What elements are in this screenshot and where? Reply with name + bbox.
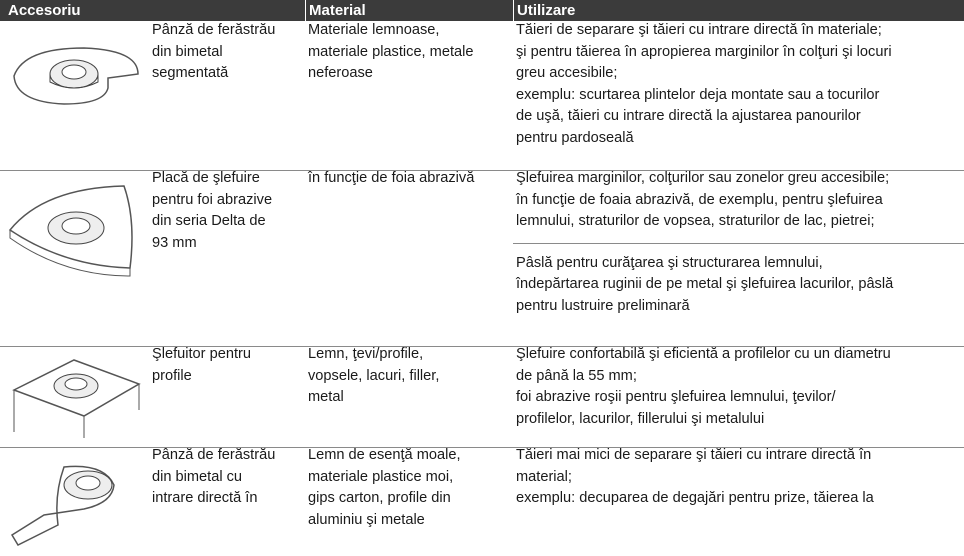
text-line: Pâslă pentru curăţarea şi structurarea l… [516, 254, 823, 271]
text-line: Pânză de ferăstrău [152, 22, 276, 38]
text-line: Şlefuire confortabilă şi eficientă a pro… [516, 346, 891, 362]
cell-text: Pânză de ferăstrău din bimetal cu intrare … [152, 445, 275, 510]
text-line: exemplu: decuparea de degajări pentru pr… [516, 490, 874, 507]
cell-text: Pânză de ferăstrău din bimetal segmentată [152, 20, 275, 85]
cell-text: Placă de şlefuire pentru foi abrazive din … [152, 168, 272, 254]
cell-text: Lemn de esenţă moale, materiale plastice … [308, 445, 461, 531]
text-line: de uşă, tăieri cu intrare directă la aju… [516, 108, 861, 125]
text-line: profile [152, 367, 192, 384]
header-separator [513, 0, 514, 21]
plunge-blade-icon [10, 465, 115, 546]
cell-text: în funcţie de foia abrazivă [308, 168, 474, 190]
cell-text: Lemn, ţevi/profile, vopsele, lacuri, fill… [308, 344, 439, 409]
text-line: materiale plastice, metale [308, 43, 474, 60]
text-line: aluminiu şi metale [308, 511, 425, 528]
text-line: intrare directă în [152, 490, 258, 507]
text-line: metal [308, 389, 344, 406]
text-line: foi abrazive roşii pentru şlefuirea lemn… [516, 389, 836, 406]
text-line: profilelor, lacurilor, fillerului şi met… [516, 410, 765, 427]
text-line: pentru pardoseală [516, 129, 634, 146]
text-line: în funcţie de foia abrazivă [308, 170, 475, 186]
text-line: gips carton, profile din [308, 490, 451, 507]
header-cell: Utilizare [517, 2, 576, 19]
header-cell: Material [309, 2, 366, 19]
header-cell: Accesoriu [8, 2, 81, 19]
text-line: exemplu: scurtarea plintelor deja montat… [516, 86, 880, 103]
text-line: Şlefuirea marginilor, colţurilor sau zon… [516, 170, 890, 186]
text-line: din bimetal cu [152, 468, 243, 485]
text-line: greu accesibile; [516, 65, 618, 82]
text-line: vopsele, lacuri, filler, [308, 367, 440, 384]
text-line: în funcţie de foaia abrazivă, de exemplu… [516, 191, 883, 208]
text-line: Lemn de esenţă moale, [308, 447, 461, 463]
text-line: Materiale lemnoase, [308, 22, 440, 38]
text-line: Tăieri de separare şi tăieri cu intrare … [516, 22, 882, 38]
text-line: pentru lustruire preliminară [516, 297, 690, 314]
cell-text: Şlefuirea marginilor, colţurilor sau zon… [516, 168, 889, 233]
text-line: segmentată [152, 65, 229, 82]
row-divider [0, 170, 964, 171]
text-line: pentru foi abrazive [152, 191, 273, 208]
cell-text: Şlefuitor pentru profile [152, 344, 251, 387]
text-line: Placă de şlefuire [152, 170, 260, 186]
text-line: Lemn, ţevi/profile, [308, 346, 424, 362]
sanding-plate-icon [8, 185, 133, 277]
cell-text: Tăieri de separare şi tăieri cu intrare … [516, 20, 892, 150]
paragraph-divider [513, 242, 964, 244]
text-line: materiale plastice moi, [308, 468, 454, 485]
text-line: neferoase [308, 65, 373, 82]
table-header: Accesoriu Material Utilizare [0, 0, 964, 21]
cell-text: Şlefuire confortabilă şi eficientă a pro… [516, 344, 891, 430]
text-line: din seria Delta de [152, 213, 266, 230]
text-line: îndepărtarea ruginii de pe metal şi şlef… [516, 276, 894, 293]
text-line: şi pentru tăierea în apropierea marginil… [516, 43, 892, 60]
text-line: 93 mm [152, 234, 197, 251]
cell-text: Materiale lemnoase, materiale plastice, m… [308, 20, 473, 85]
text-line: Pânză de ferăstrău [152, 447, 276, 463]
text-line: Şlefuitor pentru [152, 346, 251, 362]
cell-text: Pâslă pentru curăţarea şi structurarea l… [516, 253, 893, 318]
row-divider [0, 447, 964, 448]
row-divider [0, 346, 964, 347]
header-separator [305, 0, 306, 21]
text-line: material; [516, 468, 572, 485]
profile-sander-icon [12, 359, 141, 438]
saw-blade-icon [13, 47, 139, 105]
text-line: de până la 55 mm; [516, 367, 637, 384]
text-line: lemnului, straturilor de vopsea, stratur… [516, 213, 875, 230]
text-line: din bimetal [152, 43, 223, 60]
cell-text: Tăieri mai mici de separare şi tăieri cu… [516, 445, 874, 510]
text-line: Tăieri mai mici de separare şi tăieri cu… [516, 447, 872, 463]
